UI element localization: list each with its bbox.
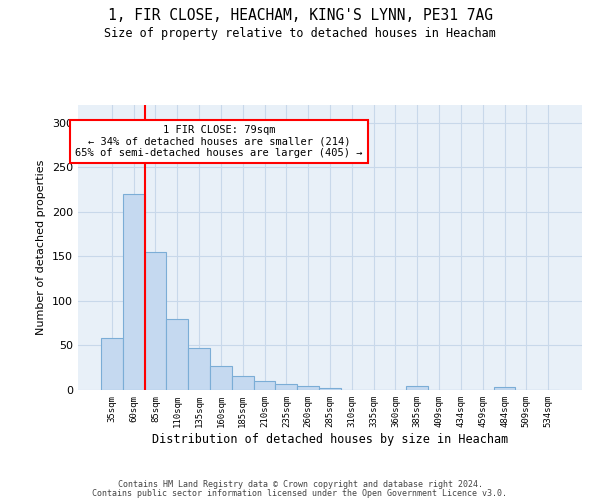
Bar: [145, 252, 166, 390]
Bar: [406, 386, 428, 390]
Bar: [297, 386, 319, 390]
Bar: [319, 388, 341, 390]
Text: Size of property relative to detached houses in Heacham: Size of property relative to detached ho…: [104, 28, 496, 40]
Bar: [254, 381, 275, 390]
Bar: [494, 388, 515, 390]
Bar: [188, 348, 210, 390]
Text: Contains public sector information licensed under the Open Government Licence v3: Contains public sector information licen…: [92, 489, 508, 498]
Bar: [101, 338, 123, 390]
Y-axis label: Number of detached properties: Number of detached properties: [37, 160, 46, 335]
Bar: [166, 319, 188, 390]
Bar: [232, 376, 254, 390]
Text: 1, FIR CLOSE, HEACHAM, KING'S LYNN, PE31 7AG: 1, FIR CLOSE, HEACHAM, KING'S LYNN, PE31…: [107, 8, 493, 22]
Text: Contains HM Land Registry data © Crown copyright and database right 2024.: Contains HM Land Registry data © Crown c…: [118, 480, 482, 489]
Text: Distribution of detached houses by size in Heacham: Distribution of detached houses by size …: [152, 432, 508, 446]
Bar: [275, 384, 297, 390]
Bar: [210, 366, 232, 390]
Bar: [123, 194, 145, 390]
Text: 1 FIR CLOSE: 79sqm
← 34% of detached houses are smaller (214)
65% of semi-detach: 1 FIR CLOSE: 79sqm ← 34% of detached hou…: [76, 125, 363, 158]
